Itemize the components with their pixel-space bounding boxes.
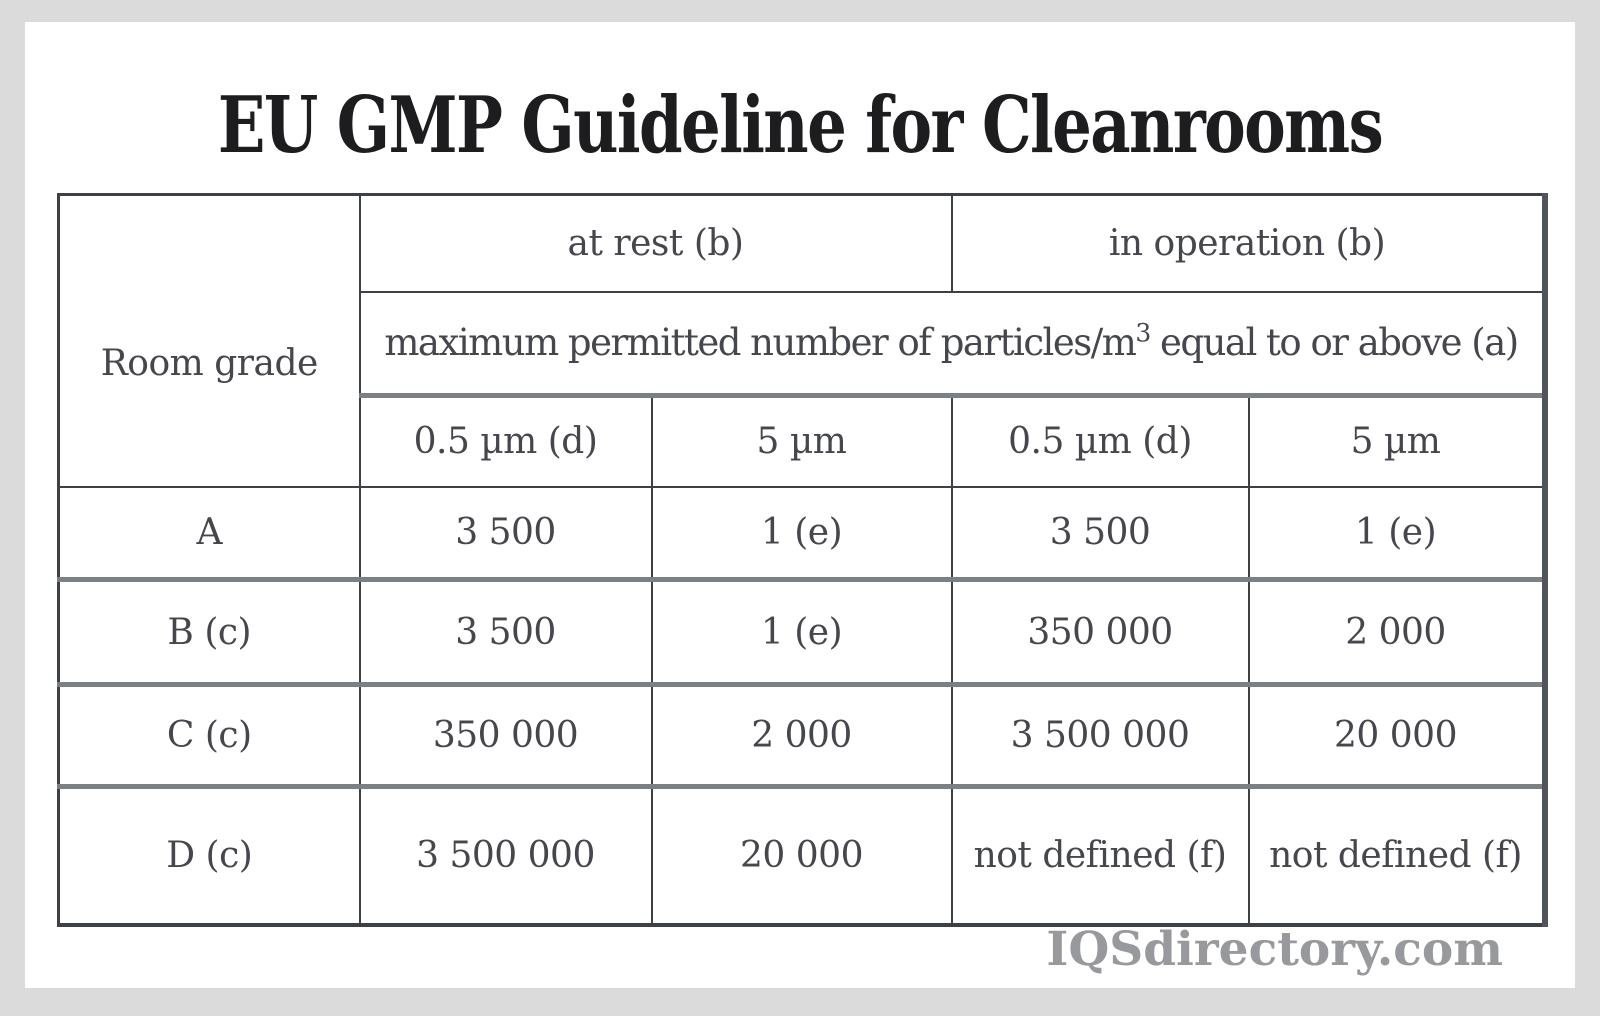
iqsdirectory-watermark: IQSdirectory.com xyxy=(1046,922,1503,977)
value-cell: 2 000 xyxy=(650,683,953,789)
page-title: EU GMP Guideline for Cleanrooms xyxy=(217,80,1384,171)
in-operation-header-cell: in operation (b) xyxy=(950,193,1546,293)
room-grade-header-cell: Room grade xyxy=(57,193,361,488)
table-row-grade-d: D (c) 3 500 000 20 000 not defined (f) n… xyxy=(57,785,1546,926)
size-header-cell: 0.5 µm (d) xyxy=(358,394,653,488)
at-rest-header-cell: at rest (b) xyxy=(358,193,953,293)
size-header-cell: 0.5 µm (d) xyxy=(950,394,1250,488)
value-cell: 3 500 xyxy=(358,485,653,582)
value-cell: 3 500 000 xyxy=(358,785,653,926)
value-cell: not defined (f) xyxy=(950,785,1250,926)
grade-cell: B (c) xyxy=(57,578,361,687)
value-cell: 3 500 xyxy=(358,578,653,687)
value-cell: 350 000 xyxy=(950,578,1250,687)
header-row-sizes: 0.5 µm (d) 5 µm 0.5 µm (d) 5 µm xyxy=(59,394,1546,488)
value-cell: 20 000 xyxy=(650,785,953,926)
value-cell: 1 (e) xyxy=(650,578,953,687)
particles-header-cell: maximum permitted number of particles/m3… xyxy=(358,290,1546,398)
value-cell: 2 000 xyxy=(1247,578,1546,687)
header-row-state: Room grade at rest (b) in operation (b) xyxy=(57,193,1546,488)
grade-cell: D (c) xyxy=(57,785,361,926)
value-cell: 3 500 000 xyxy=(950,683,1250,789)
header-row-particles: maximum permitted number of particles/m3… xyxy=(59,290,1546,398)
grade-cell: A xyxy=(57,485,361,582)
value-cell: 350 000 xyxy=(358,683,653,789)
table-row-grade-a: A 3 500 1 (e) 3 500 1 (e) xyxy=(57,485,1546,582)
size-header-cell: 5 µm xyxy=(1247,394,1546,488)
value-cell: 20 000 xyxy=(1247,683,1546,789)
content-card: EU GMP Guideline for Cleanrooms Room gra… xyxy=(25,22,1575,988)
value-cell: 1 (e) xyxy=(1247,485,1546,582)
particles-header-superscript: 3 xyxy=(1135,318,1151,348)
value-cell: 1 (e) xyxy=(650,485,953,582)
size-header-cell: 5 µm xyxy=(650,394,953,488)
table-row-grade-b: B (c) 3 500 1 (e) 350 000 2 000 xyxy=(57,578,1546,687)
cleanroom-grade-table: Room grade at rest (b) in operation (b) … xyxy=(57,193,1548,927)
value-cell: 3 500 xyxy=(950,485,1250,582)
grade-cell: C (c) xyxy=(57,683,361,789)
value-cell: not defined (f) xyxy=(1247,785,1546,926)
particles-header-suffix: equal to or above (a) xyxy=(1149,321,1519,365)
table-row-grade-c: C (c) 350 000 2 000 3 500 000 20 000 xyxy=(57,683,1546,789)
particles-header-text: maximum permitted number of particles/m xyxy=(384,321,1137,365)
